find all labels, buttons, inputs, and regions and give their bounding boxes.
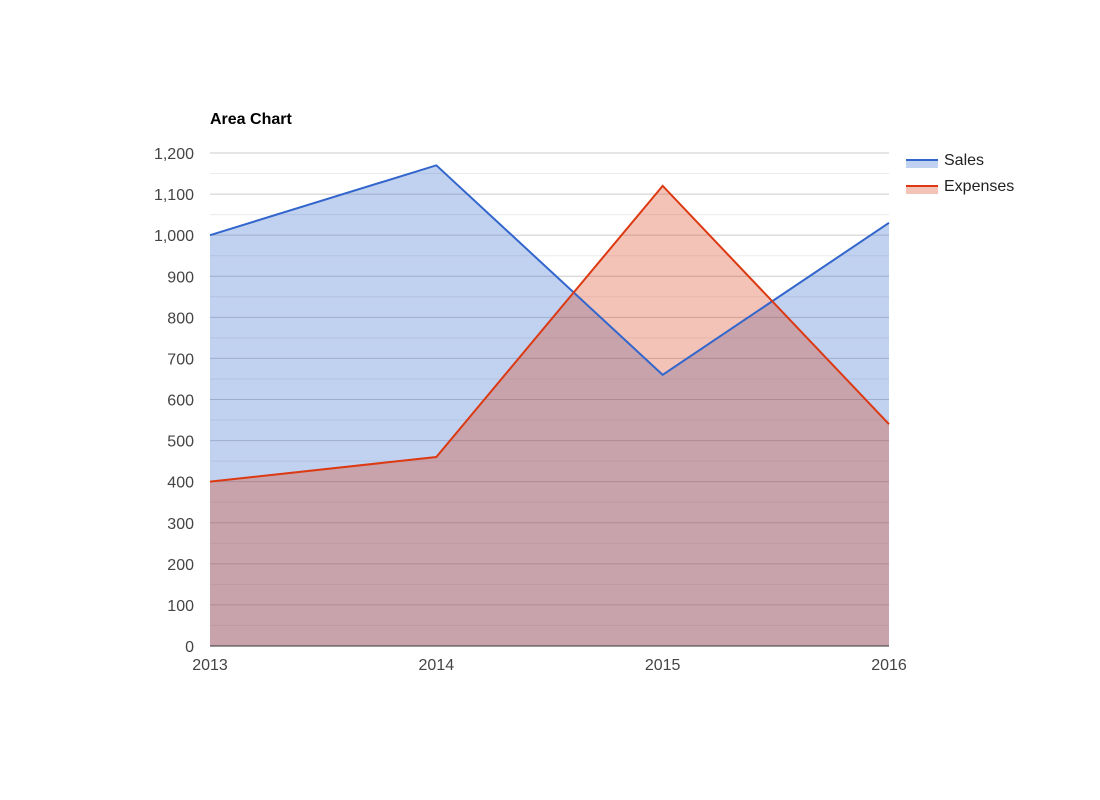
area-expenses xyxy=(210,185,889,646)
chart-title: Area Chart xyxy=(210,111,292,128)
y-tick-label: 800 xyxy=(167,310,194,327)
legend-swatch xyxy=(906,186,938,194)
legend-label: Expenses xyxy=(944,178,1014,195)
series-areas xyxy=(210,165,889,646)
y-tick-label: 100 xyxy=(167,598,194,615)
x-tick-label: 2015 xyxy=(645,657,681,674)
y-tick-label: 1,200 xyxy=(154,146,194,163)
legend-label: Sales xyxy=(944,152,984,169)
y-tick-label: 0 xyxy=(185,639,194,656)
x-tick-label: 2014 xyxy=(419,657,455,674)
y-tick-label: 1,000 xyxy=(154,228,194,245)
y-tick-label: 400 xyxy=(167,475,194,492)
x-tick-label: 2016 xyxy=(871,657,907,674)
gridlines xyxy=(210,152,889,626)
y-tick-label: 500 xyxy=(167,434,194,451)
y-tick-label: 700 xyxy=(167,351,194,368)
legend-item-sales: Sales xyxy=(906,152,984,169)
legend: Sales Expenses xyxy=(906,152,1014,195)
legend-swatch xyxy=(906,160,938,168)
legend-item-expenses: Expenses xyxy=(906,178,1014,195)
line-sales xyxy=(209,164,890,377)
y-tick-label: 1,100 xyxy=(154,187,194,204)
axes: 0 100 200 300 400 500 600 700 800 900 1,000 1,100 1,… xyxy=(154,146,907,674)
y-tick-label: 200 xyxy=(167,557,194,574)
line-expenses xyxy=(209,184,890,483)
y-tick-label: 900 xyxy=(167,269,194,286)
y-tick-label: 600 xyxy=(167,393,194,410)
area-sales xyxy=(210,165,889,646)
series-lines xyxy=(209,164,890,483)
y-tick-label: 300 xyxy=(167,516,194,533)
x-tick-label: 2013 xyxy=(192,657,228,674)
